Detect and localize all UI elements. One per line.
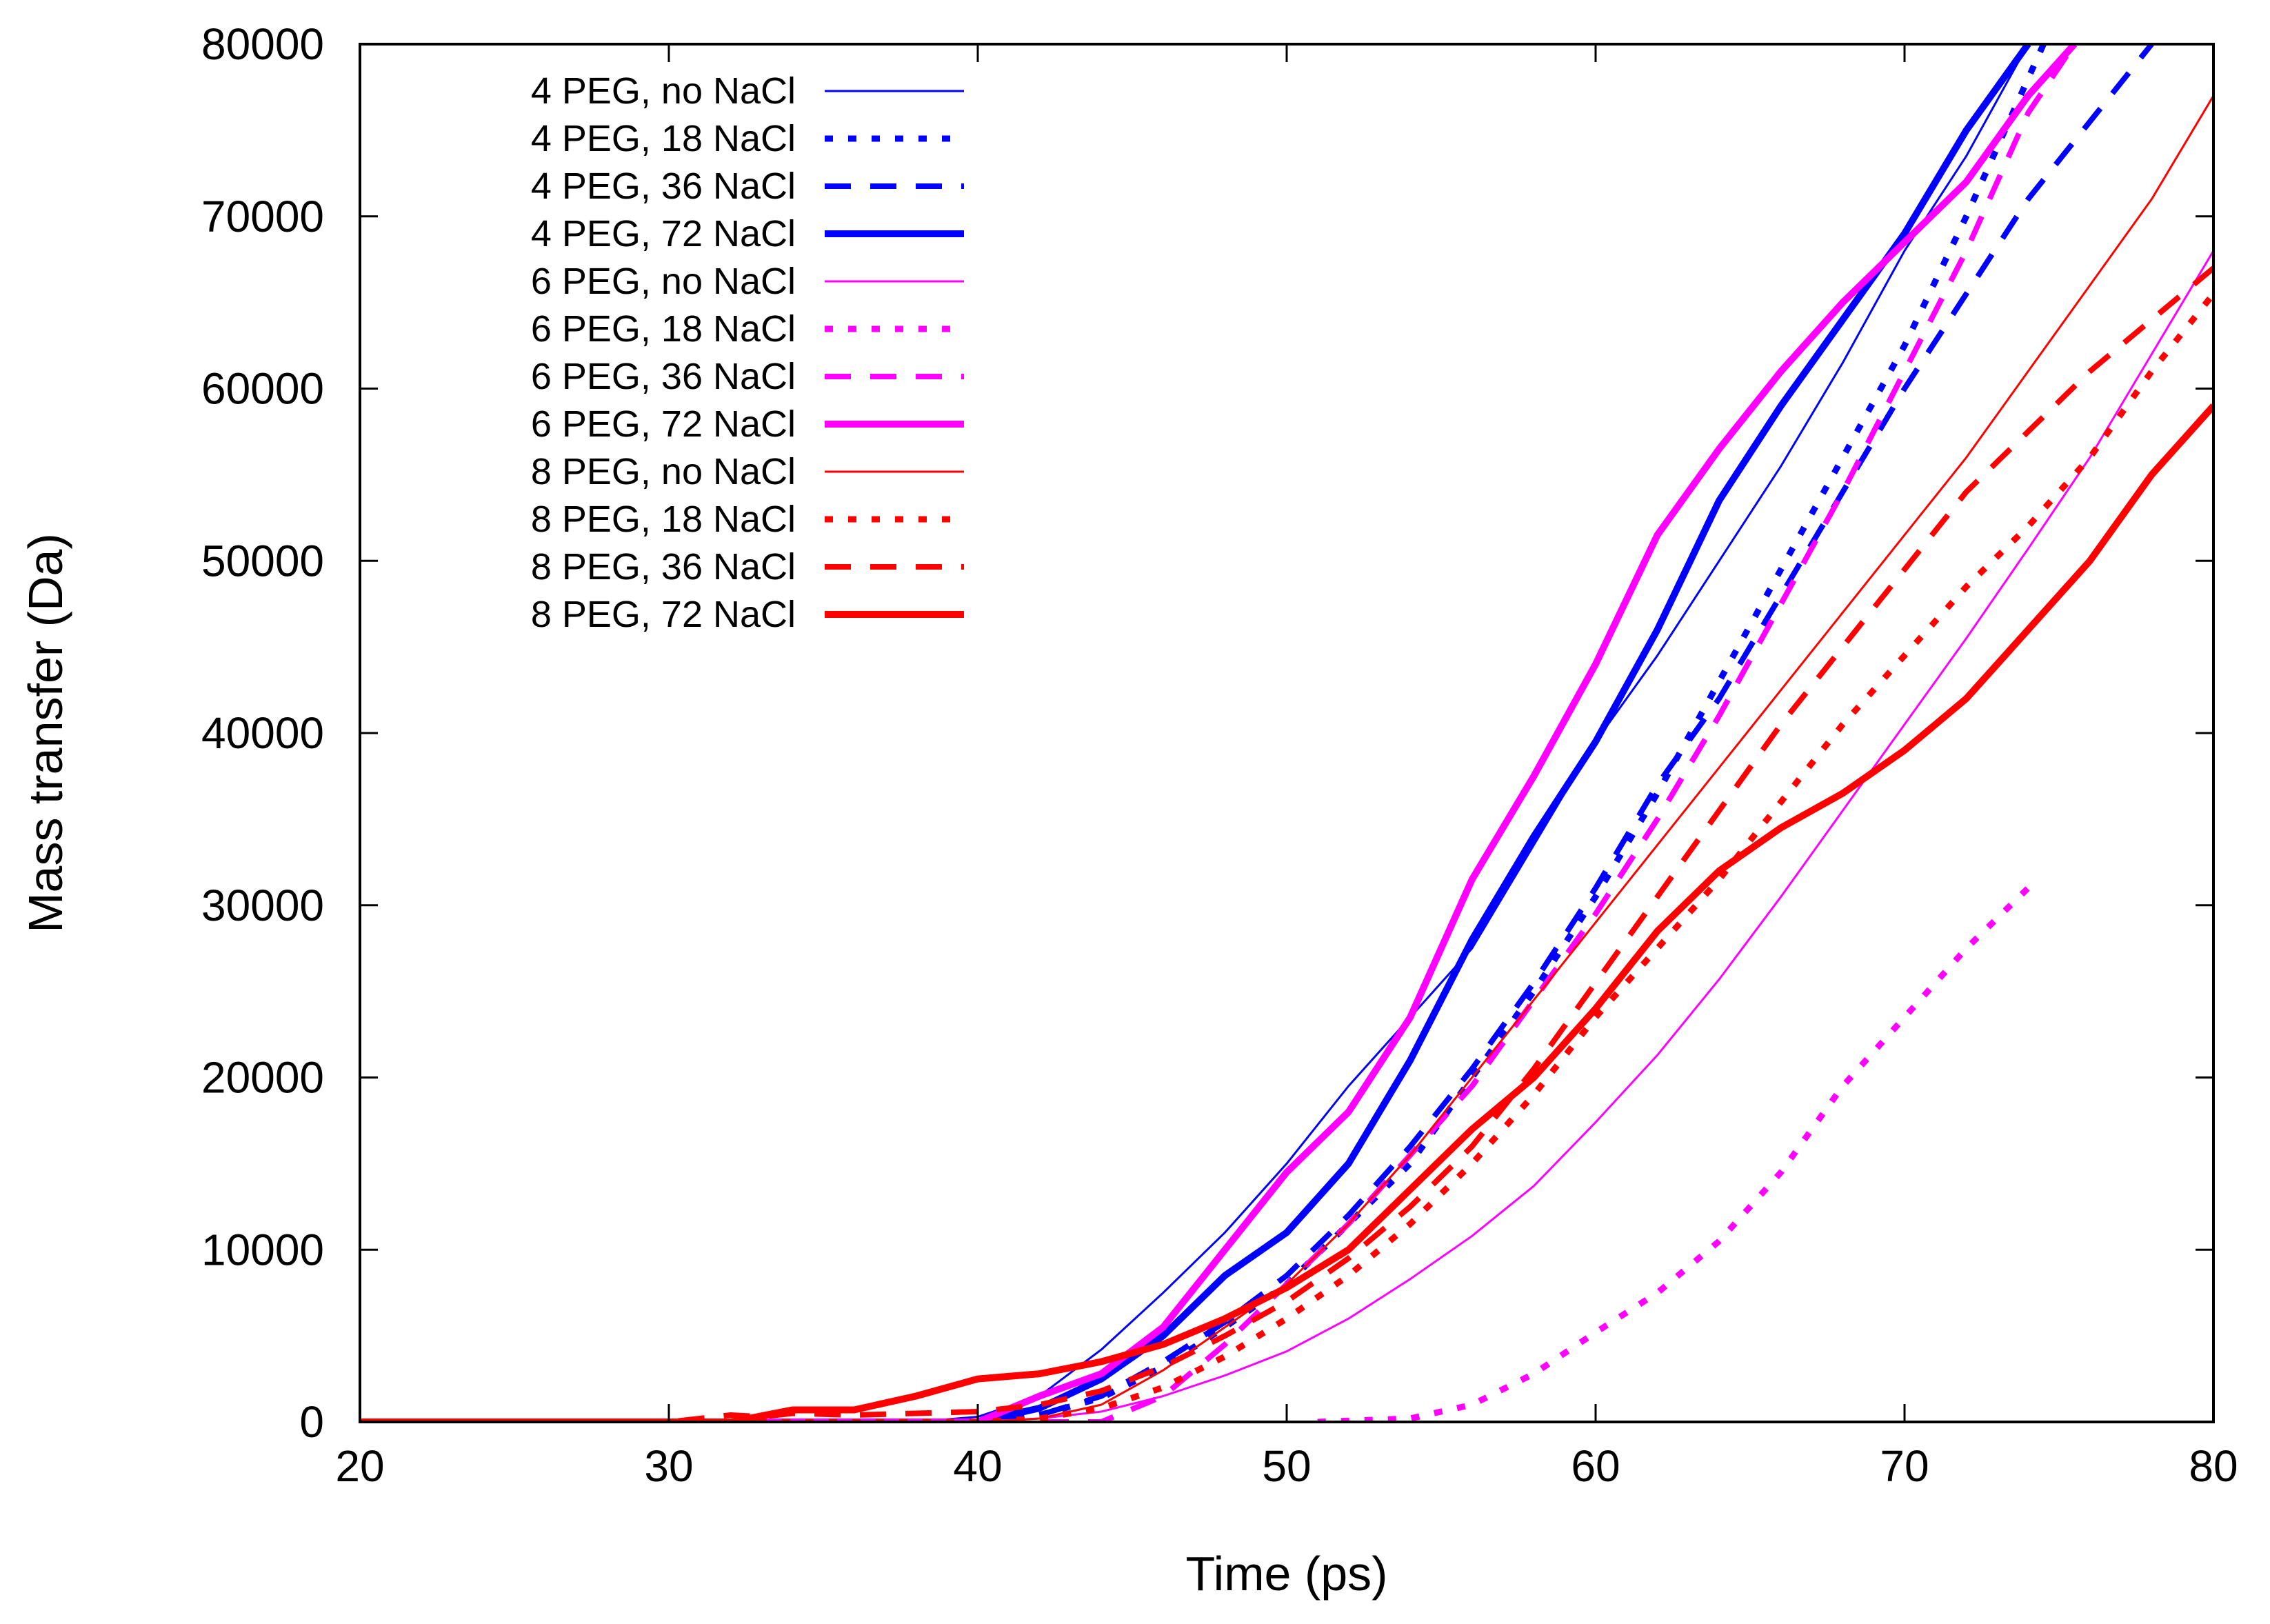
series-line-8-peg-36-nacl: [360, 265, 2215, 1423]
y-tick-label: 10000: [201, 1225, 324, 1274]
x-tick-label: 30: [644, 1441, 693, 1491]
legend-label-6-peg-72-nacl: 6 PEG, 72 NaCl: [531, 403, 796, 445]
y-tick-label: 50000: [201, 536, 324, 585]
y-tick-label: 40000: [201, 708, 324, 758]
y-tick-label: 60000: [201, 364, 324, 414]
x-tick-label: 70: [1880, 1441, 1929, 1491]
legend-label-8-peg-72-nacl: 8 PEG, 72 NaCl: [531, 594, 796, 635]
y-tick-label: 0: [299, 1397, 324, 1447]
x-tick-label: 40: [953, 1441, 1002, 1491]
legend-label-4-peg-18-nacl: 4 PEG, 18 NaCl: [531, 118, 796, 159]
legend-label-6-peg-18-nacl: 6 PEG, 18 NaCl: [531, 308, 796, 350]
x-axis-title: Time (ps): [1186, 1547, 1388, 1601]
series-line-4-peg-72-nacl: [360, 43, 2031, 1423]
x-tick-label: 80: [2189, 1441, 2238, 1491]
series-line-8-peg-no-nacl: [360, 95, 2215, 1423]
y-tick-label: 30000: [201, 881, 324, 930]
legend-label-4-peg-36-nacl: 4 PEG, 36 NaCl: [531, 166, 796, 207]
y-tick-label: 70000: [201, 192, 324, 241]
legend-label-8-peg-36-nacl: 8 PEG, 36 NaCl: [531, 546, 796, 588]
series-line-8-peg-72-nacl: [360, 403, 2215, 1423]
y-tick-label: 80000: [201, 19, 324, 69]
legend-label-8-peg-18-nacl: 8 PEG, 18 NaCl: [531, 499, 796, 540]
legend-label-4-peg-72-nacl: 4 PEG, 72 NaCl: [531, 213, 796, 254]
axis-ticks: 20 30 40 50 60 70 80 0 10000 20000 30000 40000 50000…: [201, 19, 2238, 1491]
x-tick-label: 20: [335, 1441, 384, 1491]
series-line-4-peg-no-nacl: [360, 43, 2029, 1423]
legend: 4 PEG, no NaCl 4 PEG, 18 NaCl 4 PEG, 36 Na…: [531, 70, 964, 635]
series-line-6-peg-no-nacl: [360, 250, 2215, 1423]
series-line-6-peg-36-nacl: [360, 43, 2077, 1423]
legend-label-6-peg-no-nacl: 6 PEG, no NaCl: [531, 261, 796, 302]
y-axis-title: Mass transfer (Da): [19, 533, 72, 933]
series-line-8-peg-18-nacl: [360, 292, 2215, 1423]
x-tick-label: 60: [1571, 1441, 1620, 1491]
x-tick-label: 50: [1262, 1441, 1311, 1491]
series-line-6-peg-18-nacl: [1317, 885, 2031, 1423]
series-layer: [360, 43, 2215, 1423]
legend-label-8-peg-no-nacl: 8 PEG, no NaCl: [531, 451, 796, 492]
y-tick-label: 20000: [201, 1053, 324, 1103]
legend-label-4-peg-no-nacl: 4 PEG, no NaCl: [531, 70, 796, 112]
series-line-6-peg-72-nacl: [360, 43, 2078, 1423]
legend-label-6-peg-36-nacl: 6 PEG, 36 NaCl: [531, 356, 796, 397]
